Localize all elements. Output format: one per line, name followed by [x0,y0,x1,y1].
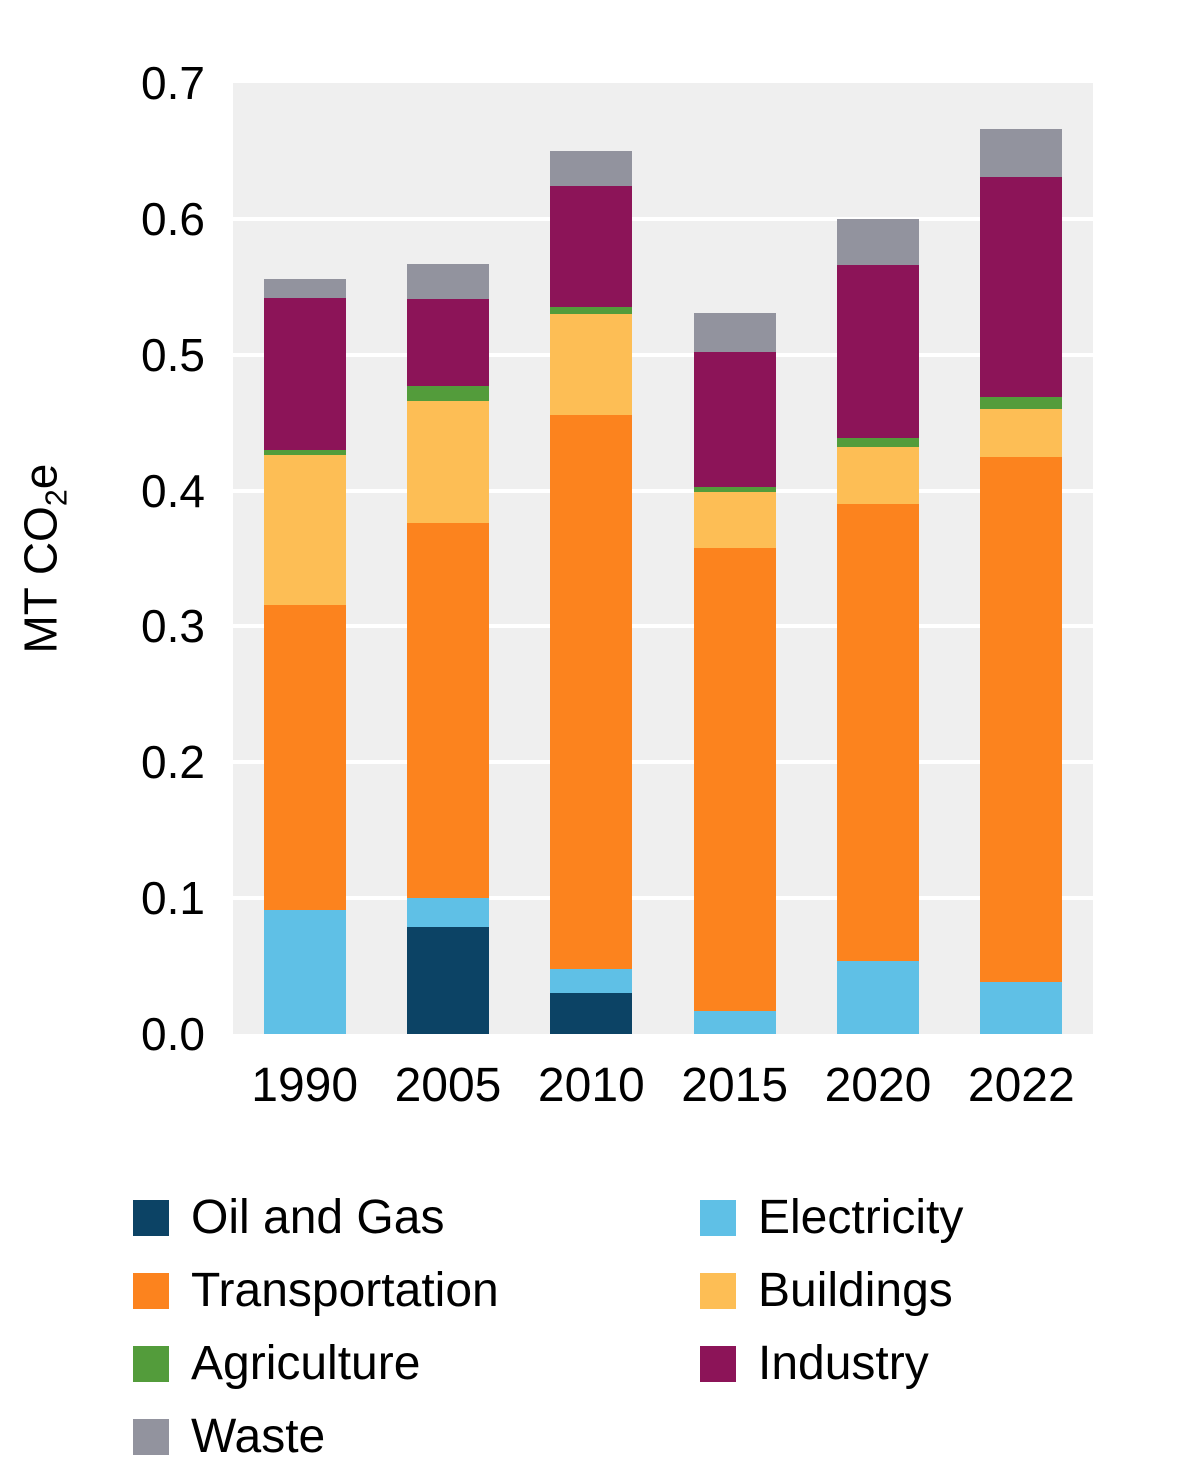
y-tick-label: 0.0 [141,1008,205,1060]
bar-segment-buildings [693,491,776,548]
legend-swatch-industry [700,1346,736,1382]
bar-segment-buildings [550,313,633,415]
plot-area [233,83,1093,1034]
legend-column-2: Electricity Buildings Industry [700,1190,963,1482]
y-axis-ticks: 0.0 0.1 0.2 0.3 0.4 0.5 0.6 0.7 [0,60,205,1057]
gridline [233,352,1093,357]
bar-segment-waste [550,150,633,187]
bar-column-2022 [950,83,1093,1034]
bar-segment-electricity [836,960,919,1034]
bar-segment-electricity [693,1010,776,1034]
x-axis-ticks: 1990 2005 2010 2015 2020 2022 [233,1056,1093,1116]
legend-swatch-buildings [700,1273,736,1309]
bar-segment-electricity [263,910,346,1034]
gridline [233,216,1093,221]
bar-segment-industry [406,299,489,387]
bar-segment-transportation [693,547,776,1011]
y-tick-label: 0.6 [141,192,205,245]
bar-1990 [263,83,346,1034]
bar-segment-buildings [836,447,919,505]
x-tick-label-2015: 2015 [681,1059,789,1112]
legend-item-electricity: Electricity [700,1190,963,1246]
bar-segment-transportation [980,456,1063,983]
bar-segment-transportation [836,504,919,961]
bar-segment-transportation [550,414,633,969]
gridline [233,760,1093,765]
bar-segment-waste [836,218,919,266]
bar-segment-industry [836,265,919,438]
legend-item-transportation: Transportation [133,1263,700,1319]
bar-segment-agriculture [550,307,633,314]
legend-swatch-oil-and-gas [133,1200,169,1236]
bar-column-2010 [520,83,663,1034]
bar-segment-industry [263,297,346,450]
y-tick-label: 0.2 [141,736,205,789]
y-tick-label: 0.4 [141,464,205,517]
bar-segment-industry [693,352,776,487]
x-tick-label-2022: 2022 [967,1059,1075,1112]
legend-item-buildings: Buildings [700,1263,963,1319]
bar-segment-electricity [550,968,633,994]
legend-label: Transportation [191,1264,499,1317]
x-tick-label-2020: 2020 [824,1059,932,1112]
x-tick-label-2010: 2010 [537,1059,645,1112]
legend-label: Agriculture [191,1337,421,1390]
legend-item-oil-and-gas: Oil and Gas [133,1190,700,1246]
bar-segment-buildings [263,455,346,605]
bar-2015 [693,83,776,1034]
bar-segment-agriculture [693,486,776,492]
bar-segment-industry [550,186,633,308]
legend-swatch-agriculture [133,1346,169,1382]
legend-swatch-waste [133,1419,169,1455]
legend-item-industry: Industry [700,1336,963,1392]
legend-swatch-electricity [700,1200,736,1236]
legend-swatch-transportation [133,1273,169,1309]
bar-segment-buildings [406,400,489,524]
bar-segment-waste [693,312,776,353]
legend-label: Industry [758,1337,929,1390]
bar-segment-electricity [406,898,489,927]
bar-segment-agriculture [836,437,919,448]
bar-segment-transportation [263,604,346,911]
legend-label: Oil and Gas [191,1191,445,1244]
legend: Oil and Gas Transportation Agriculture Wast… [133,1190,1133,1482]
legend-label: Buildings [758,1264,953,1317]
bar-segment-buildings [980,409,1063,457]
legend-label: Waste [191,1410,326,1463]
bar-segment-agriculture [406,386,489,401]
y-tick-label: 0.3 [141,600,205,653]
bar-column-1990 [233,83,376,1034]
bar-segment-oil-and-gas [550,993,633,1034]
x-tick-label-1990: 1990 [251,1059,359,1112]
y-tick-label: 0.7 [141,57,205,109]
bar-2010 [550,83,633,1034]
bar-segment-electricity [980,982,1063,1034]
gridline [233,624,1093,629]
bar-segment-oil-and-gas [406,926,489,1034]
x-tick-label-2005: 2005 [394,1059,502,1112]
bar-segment-waste [406,263,489,300]
bar-segment-agriculture [263,449,346,456]
bar-segment-waste [263,278,346,298]
legend-item-agriculture: Agriculture [133,1336,700,1392]
bar-segment-agriculture [980,396,1063,410]
y-tick-label: 0.1 [141,872,205,925]
gridline [233,896,1093,901]
legend-label: Electricity [758,1191,964,1244]
bar-2020 [836,83,919,1034]
bar-2005 [406,83,489,1034]
legend-column-1: Oil and Gas Transportation Agriculture Wast… [133,1190,700,1482]
gridline [233,488,1093,493]
bar-segment-industry [980,176,1063,397]
bar-column-2005 [376,83,519,1034]
bar-segment-waste [980,129,1063,177]
bar-column-2020 [806,83,949,1034]
y-tick-label: 0.5 [141,328,205,381]
bar-column-2015 [663,83,806,1034]
legend-item-waste: Waste [133,1409,700,1465]
bar-2022 [980,83,1063,1034]
bar-segment-transportation [406,523,489,899]
bars [233,83,1093,1034]
